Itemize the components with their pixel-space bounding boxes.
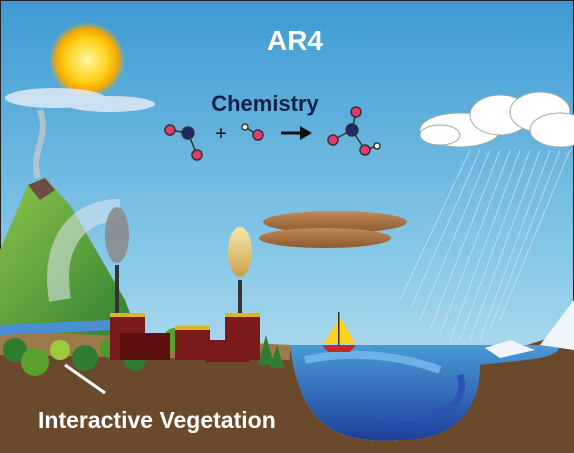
vegetation-part xyxy=(50,340,70,360)
molecule-part xyxy=(351,107,361,117)
smoke-plumes-part xyxy=(115,265,119,315)
title: AR4 xyxy=(267,25,323,56)
factory-part xyxy=(110,313,145,317)
factory-part xyxy=(175,326,210,330)
molecule-part xyxy=(360,145,370,155)
vegetation-part xyxy=(21,348,49,376)
factory-part xyxy=(120,333,170,360)
chemistry-label: Chemistry xyxy=(211,91,319,116)
plus-sign: + xyxy=(215,123,227,145)
body: AR4 Chemistry + Interactive Vegetation (… xyxy=(0,0,574,453)
molecule-part xyxy=(346,124,358,136)
molecule-part xyxy=(253,130,263,140)
sun xyxy=(49,22,125,98)
sailboat-part xyxy=(338,312,340,345)
molecule-part xyxy=(192,150,202,160)
factory-part xyxy=(175,328,210,360)
molecule-part xyxy=(328,135,338,145)
molecule-part xyxy=(374,143,380,149)
haze-part xyxy=(65,96,155,112)
factory-part xyxy=(225,315,260,360)
molecule-part xyxy=(165,125,175,135)
smoke-plumes-part xyxy=(228,227,252,277)
sun-part xyxy=(49,22,125,98)
dust-cloud-part xyxy=(259,228,391,248)
cloud-part xyxy=(420,125,460,145)
factory-part xyxy=(225,313,260,317)
vegetation-part xyxy=(72,345,98,371)
vegetation-label: Interactive Vegetation xyxy=(38,407,276,433)
molecule-part xyxy=(242,124,248,130)
page: AR4 climate model illustration {"title":… xyxy=(0,0,574,453)
smoke-plumes-part xyxy=(105,207,129,263)
illustration: AR4 Chemistry + Interactive Vegetation xyxy=(0,0,574,453)
molecule-part xyxy=(182,127,194,139)
